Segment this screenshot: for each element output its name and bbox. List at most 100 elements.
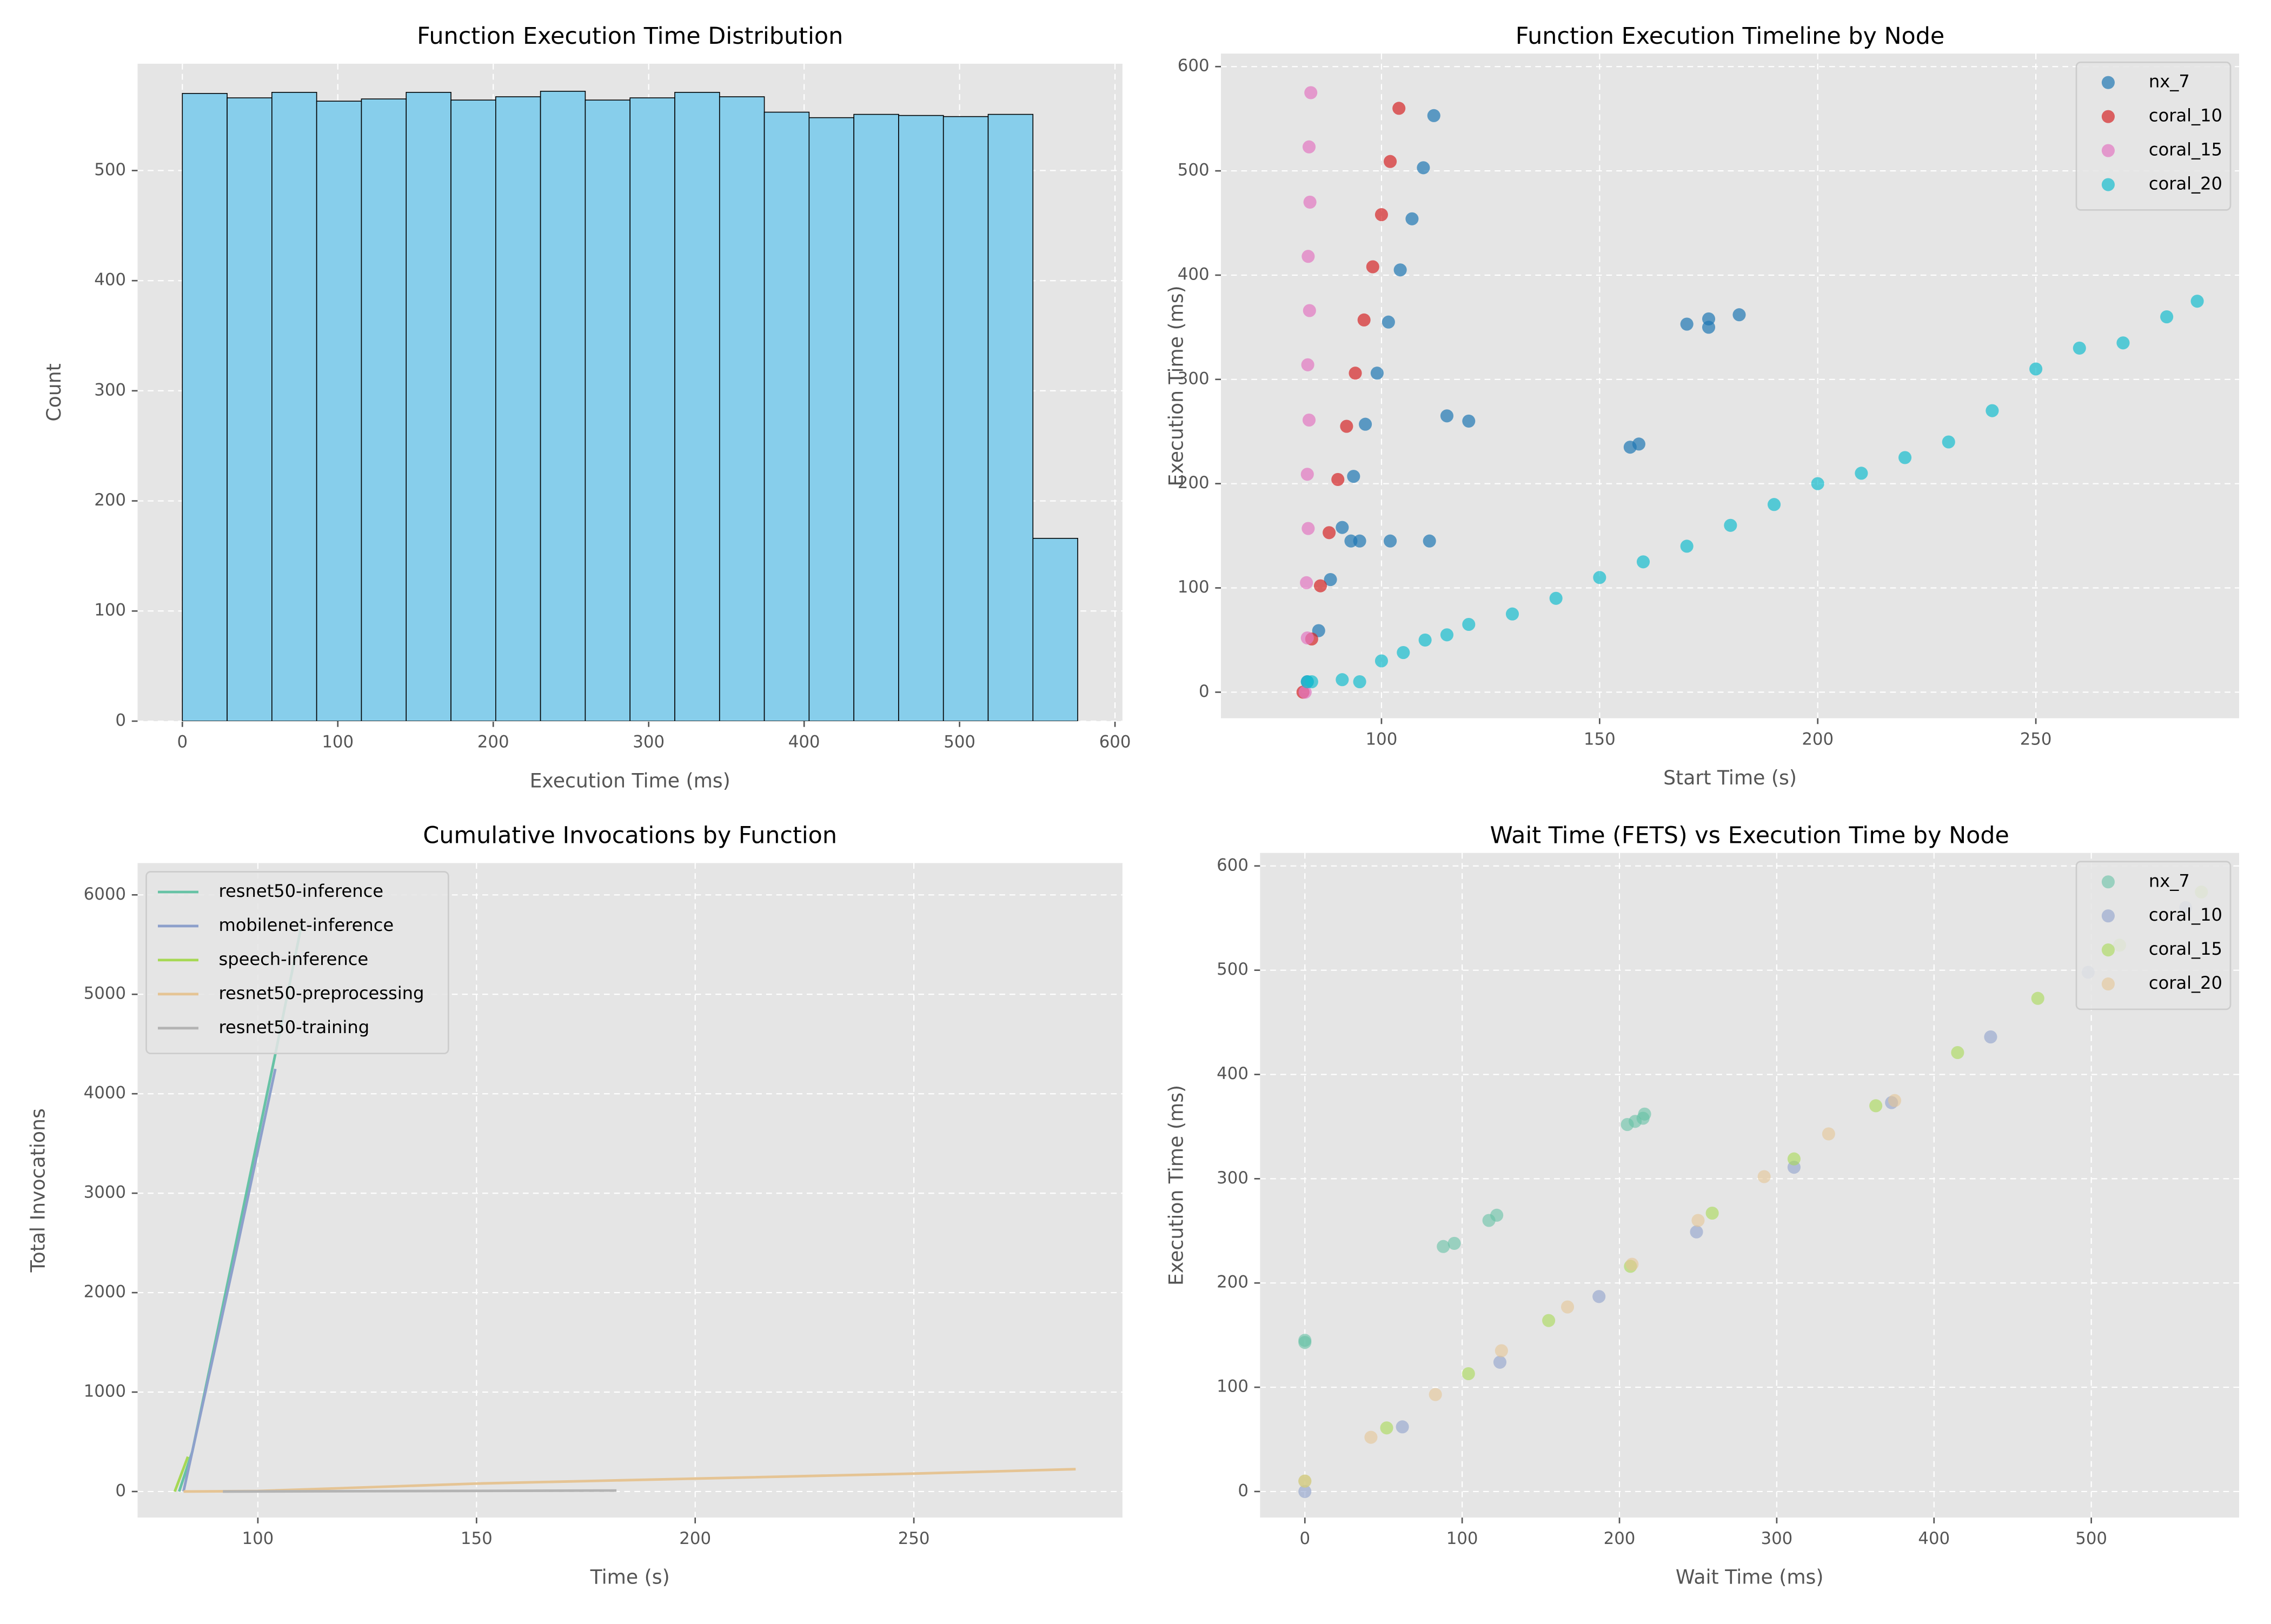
point xyxy=(1986,404,1999,417)
legend-box xyxy=(145,871,449,1054)
legend-swatch xyxy=(2101,977,2115,991)
point xyxy=(1505,607,1519,621)
y-tick-label: 0 xyxy=(115,710,126,730)
subplot: 100 150 200 250 0 100 200 300 400 500 600 Function … xyxy=(1165,23,2240,789)
bar xyxy=(450,99,496,721)
point xyxy=(1357,313,1371,327)
x-axis-label: Start Time (s) xyxy=(1663,766,1797,789)
y-tick-label: 100 xyxy=(94,601,126,620)
marks xyxy=(182,90,1078,721)
point xyxy=(1767,498,1781,511)
y-tick-label: 500 xyxy=(1178,161,1210,180)
point xyxy=(1300,468,1314,481)
point xyxy=(1593,571,1606,584)
legend-label: coral_20 xyxy=(2149,174,2222,194)
point xyxy=(1384,155,1397,168)
legend-label: coral_20 xyxy=(2149,973,2222,993)
y-tick-label: 500 xyxy=(1217,960,1249,979)
point xyxy=(1304,86,1318,99)
y-tick-label: 600 xyxy=(1217,855,1249,875)
point xyxy=(1364,1430,1378,1444)
bar xyxy=(763,111,810,721)
bar xyxy=(629,97,675,721)
point xyxy=(1353,534,1366,548)
point xyxy=(1869,1099,1883,1113)
point xyxy=(1984,1030,1997,1044)
bar xyxy=(674,92,720,721)
point xyxy=(1340,420,1353,433)
point xyxy=(2031,991,2044,1005)
legend-label: coral_10 xyxy=(2149,105,2222,126)
line xyxy=(173,1456,189,1492)
point xyxy=(1324,573,1337,587)
line xyxy=(182,1068,277,1492)
y-tick-label: 300 xyxy=(1217,1168,1249,1188)
bar xyxy=(942,116,989,721)
y-axis-label: Total Invocations xyxy=(26,1108,49,1273)
point xyxy=(1303,195,1317,209)
x-tick-label: 150 xyxy=(1584,729,1616,749)
x-tick-label: 100 xyxy=(1366,729,1398,749)
bar xyxy=(540,90,586,721)
subplot: 100 150 200 250 0 1000 2000 3000 4000 5000 6000 Cum… xyxy=(26,822,1123,1589)
point xyxy=(1305,675,1318,689)
bar xyxy=(316,101,362,721)
legend-swatch xyxy=(2101,144,2115,157)
bar xyxy=(182,93,228,721)
legend-swatch xyxy=(2101,943,2115,957)
point xyxy=(1418,633,1432,647)
y-tick-label: 5000 xyxy=(84,984,126,1003)
subplot: 0 100 200 300 400 500 0 100 200 300 400 500 600 Wait … xyxy=(1165,822,2240,1589)
legend-label: coral_15 xyxy=(2149,139,2222,160)
point xyxy=(1495,1344,1508,1357)
point xyxy=(1349,367,1362,380)
bar xyxy=(853,114,899,721)
point xyxy=(1705,1206,1719,1220)
legend-label: nx_7 xyxy=(2149,870,2190,891)
point xyxy=(1427,109,1440,122)
x-axis-label: Execution Time (ms) xyxy=(530,769,731,792)
point xyxy=(1437,1240,1450,1253)
legend-label: resnet50-inference xyxy=(218,881,383,901)
x-tick-label: 200 xyxy=(1604,1529,1636,1548)
point xyxy=(1680,540,1694,553)
point xyxy=(1724,518,1737,532)
x-axis-label: Wait Time (ms) xyxy=(1676,1566,1824,1589)
point xyxy=(1732,308,1746,322)
bar xyxy=(808,117,854,721)
chart-title: Function Execution Timeline by Node xyxy=(1516,23,1945,50)
bar xyxy=(271,92,317,721)
point xyxy=(1331,472,1345,486)
point xyxy=(1822,1127,1835,1141)
y-axis-label: Count xyxy=(42,363,65,421)
point xyxy=(1298,1474,1312,1488)
x-tick-label: 200 xyxy=(477,733,509,752)
y-tick-label: 400 xyxy=(94,270,126,290)
y-tick-label: 500 xyxy=(94,160,126,179)
y-tick-label: 100 xyxy=(1178,577,1210,597)
bar xyxy=(987,114,1034,721)
x-tick-label: 600 xyxy=(1099,733,1131,752)
bar xyxy=(406,92,451,721)
y-tick-label: 3000 xyxy=(84,1183,126,1202)
x-tick-label: 100 xyxy=(322,733,354,752)
x-tick-label: 250 xyxy=(898,1529,930,1548)
marks xyxy=(1296,86,2204,699)
point xyxy=(1353,675,1366,689)
legend-label: resnet50-training xyxy=(218,1017,369,1037)
x-tick-label: 300 xyxy=(1761,1529,1792,1548)
y-tick-label: 4000 xyxy=(84,1083,126,1103)
legend: nx_7 coral_10 coral_15 coral_20 xyxy=(2075,861,2232,1010)
point xyxy=(1380,1421,1393,1435)
y-tick-label: 300 xyxy=(1178,369,1210,388)
point xyxy=(1462,1367,1475,1381)
x-axis-label: Time (s) xyxy=(590,1566,670,1589)
bar xyxy=(227,97,273,721)
point xyxy=(1298,685,1312,699)
point xyxy=(2190,295,2204,308)
y-tick-label: 6000 xyxy=(84,884,126,904)
legend-label: resnet50-preprocessing xyxy=(218,983,424,1003)
point xyxy=(1787,1152,1801,1166)
point xyxy=(1549,591,1563,605)
x-tick-label: 100 xyxy=(1446,1529,1478,1548)
